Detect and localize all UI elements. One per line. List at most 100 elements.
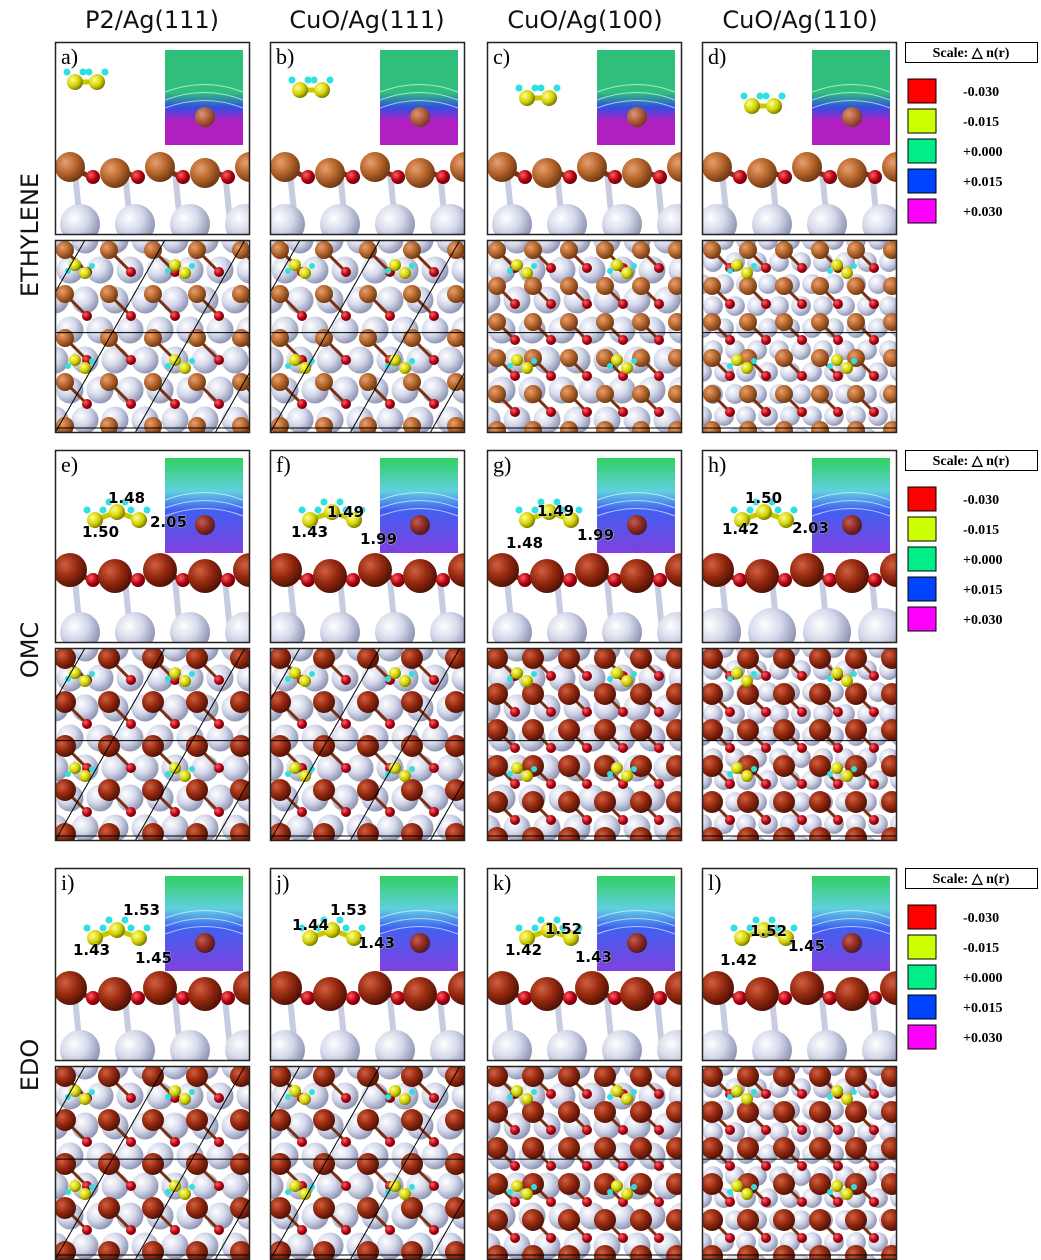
o-atom <box>868 991 882 1005</box>
o-atom <box>582 779 592 789</box>
o-atom <box>214 355 224 365</box>
carbon <box>611 1180 623 1192</box>
o-atom <box>176 991 190 1005</box>
hydrogen <box>507 1189 513 1195</box>
o-atom <box>725 407 735 417</box>
cu-atom <box>666 791 688 813</box>
cu-atom <box>809 791 831 813</box>
cu-atom <box>773 683 795 705</box>
inset-atom <box>842 107 862 127</box>
o-atom <box>690 1125 700 1135</box>
hydrogen <box>100 925 107 932</box>
o-atom <box>510 1161 520 1171</box>
o-atom <box>258 355 268 365</box>
o-atom <box>341 311 351 321</box>
cu-atom <box>632 277 650 295</box>
hydrogen <box>576 507 583 514</box>
density-inset <box>165 458 243 553</box>
cu-atom <box>445 1153 467 1175</box>
o-atom <box>510 299 520 309</box>
hydrogen <box>507 268 513 274</box>
o-atom <box>690 443 700 453</box>
hydrogen <box>89 766 95 772</box>
silver-atom <box>237 845 264 872</box>
silver-atom <box>377 287 404 314</box>
o-atom <box>761 671 771 681</box>
silver-atom <box>287 287 314 314</box>
cu-atom <box>268 553 302 587</box>
o-atom <box>221 991 235 1005</box>
o-atom <box>778 991 792 1005</box>
carbon <box>179 362 191 374</box>
cu-atom <box>315 241 333 259</box>
hydrogen <box>731 507 738 514</box>
o-atom <box>473 851 483 861</box>
cu-atom <box>271 329 289 347</box>
o-atom <box>582 1233 592 1243</box>
silver-atom <box>657 1030 697 1070</box>
silver-atom <box>320 612 360 652</box>
hydrogen <box>851 766 857 772</box>
cu-atom <box>486 791 508 813</box>
o-atom <box>346 573 360 587</box>
o-atom <box>297 807 307 817</box>
cu-atom <box>186 779 208 801</box>
silver-atom <box>162 287 189 314</box>
panel <box>474 635 737 898</box>
panel-content <box>474 1053 737 1260</box>
cu-atom <box>666 1065 688 1087</box>
o-atom <box>126 267 136 277</box>
silver-atom <box>657 204 697 244</box>
cu-atom <box>313 1109 335 1131</box>
o-atom <box>654 407 664 417</box>
o-atom <box>429 675 439 685</box>
cu-atom <box>811 241 829 259</box>
o-atom <box>833 335 843 345</box>
silver-atom <box>807 1030 847 1070</box>
hydrogen <box>309 263 315 269</box>
cu-atom <box>703 277 721 295</box>
cu-atom <box>486 1101 508 1123</box>
cu-atom <box>98 823 120 845</box>
cu-atom <box>845 1209 867 1231</box>
o-atom <box>258 311 268 321</box>
carbon <box>69 762 81 774</box>
o-atom <box>297 1225 307 1235</box>
figure: P2/Ag(111) CuO/Ag(111) CuO/Ag(100) CuO/A… <box>0 0 1041 1260</box>
o-atom <box>869 335 879 345</box>
o-atom <box>258 1137 268 1147</box>
panel-content <box>474 635 737 898</box>
o-atom <box>797 407 807 417</box>
o-atom <box>761 335 771 345</box>
o-atom <box>869 671 879 681</box>
bond-length: 1.45 <box>788 937 825 955</box>
o-atom <box>725 299 735 309</box>
carbon <box>389 1085 401 1097</box>
o-atom <box>258 399 268 409</box>
stick <box>928 766 946 784</box>
o-atom <box>941 1233 951 1243</box>
cu-atom <box>54 691 76 713</box>
cu-atom <box>701 827 723 849</box>
o-atom <box>385 851 395 861</box>
hydrogen <box>763 93 770 100</box>
stick <box>928 802 946 820</box>
carbon <box>731 354 743 366</box>
o-atom <box>869 1089 879 1099</box>
carbon <box>289 1085 301 1097</box>
silver-atom <box>699 845 726 872</box>
carbon <box>511 259 523 271</box>
cu-atom <box>359 329 377 347</box>
bond-length: 2.05 <box>150 513 187 531</box>
o-atom <box>761 851 771 861</box>
cu-atom <box>811 385 829 403</box>
o-atom <box>582 371 592 381</box>
cu-atom <box>401 691 423 713</box>
hydrogen <box>409 1184 415 1190</box>
panel <box>692 638 951 897</box>
o-atom <box>905 299 915 309</box>
cu-atom <box>700 553 734 587</box>
hydrogen <box>631 671 637 677</box>
cu-atom <box>401 1065 423 1087</box>
o-atom <box>654 1089 664 1099</box>
